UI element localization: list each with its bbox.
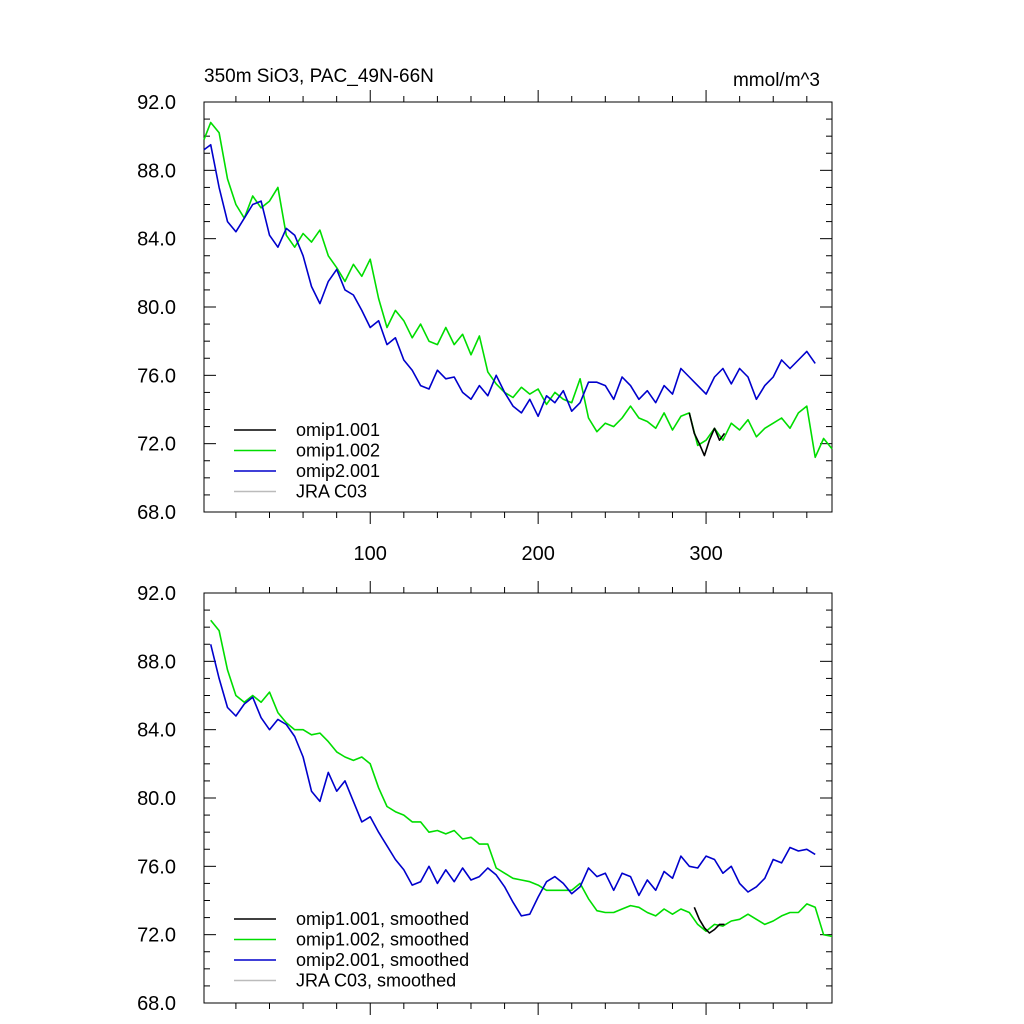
- chart-title: 350m SiO3, PAC_49N-66N: [204, 66, 434, 87]
- series-line-omip1-002-smoothed: [210, 619, 833, 938]
- legend-label: omip2.001: [296, 461, 380, 481]
- legend-label: omip1.002: [296, 441, 380, 461]
- y-tick-label: 76.0: [137, 365, 176, 387]
- y-tick-label: 72.0: [137, 434, 176, 456]
- chart-panel-2: 68.0 72.0 76.0 80.0 84.0 88.0 92.0 omip1.001, s…: [137, 581, 833, 1015]
- y-tick-label: 68.0: [137, 993, 176, 1015]
- y-tick-label: 68.0: [137, 502, 176, 524]
- y-tick-label: 84.0: [137, 720, 176, 742]
- y-tick-label: 92.0: [137, 583, 176, 605]
- series-line-omip2-001: [203, 143, 816, 418]
- series-line-omip2-001-smoothed: [209, 644, 816, 917]
- x-tick-label: 100: [354, 543, 387, 565]
- chart-panel-1: 68.0 72.0 76.0 80.0 84.0 88.0 92.0 100 200 300 350…: [137, 66, 833, 565]
- legend-label: omip1.001, smoothed: [296, 909, 469, 929]
- y-tick-label: 84.0: [137, 229, 176, 251]
- legend-label: JRA C03: [296, 482, 367, 502]
- y-tick-label: 72.0: [137, 925, 176, 947]
- y-tick-label: 88.0: [137, 160, 176, 182]
- x-tick-label: 300: [689, 543, 722, 565]
- y-tick-label: 76.0: [137, 856, 176, 878]
- series-line-omip1-001: [688, 412, 726, 457]
- legend-label: omip1.002, smoothed: [296, 930, 469, 950]
- legend-label: omip1.001: [296, 420, 380, 440]
- y-tick-label: 80.0: [137, 788, 176, 810]
- legend-label: JRA C03, smoothed: [296, 971, 456, 991]
- legend-label: omip2.001, smoothed: [296, 950, 469, 970]
- series-line-omip1-001-smoothed: [693, 906, 725, 934]
- y-tick-label: 88.0: [137, 651, 176, 673]
- y-tick-label: 92.0: [137, 92, 176, 114]
- y-tick-label: 80.0: [137, 297, 176, 319]
- units-label: mmol/m^3: [733, 70, 820, 91]
- x-tick-label: 200: [521, 543, 554, 565]
- series-line-omip1-002: [203, 121, 833, 459]
